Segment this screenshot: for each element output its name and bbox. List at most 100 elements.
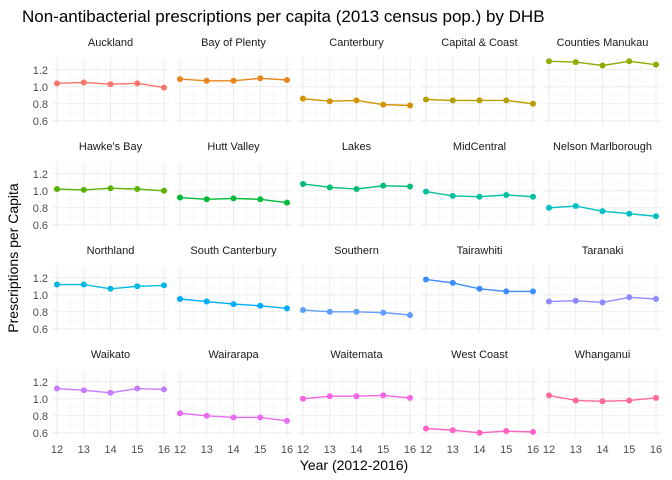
x-tick-label: 13 bbox=[570, 444, 582, 456]
y-tick-label: 0.8 bbox=[33, 411, 48, 423]
panel-hutt-valley: Hutt Valley bbox=[175, 141, 292, 229]
strip-label: Northland bbox=[87, 245, 135, 257]
data-point bbox=[353, 186, 360, 193]
data-point bbox=[230, 77, 237, 84]
panel-tairawhiti: Tairawhiti bbox=[421, 245, 538, 333]
panel-waikato: Waikato 0.6 0.8 1.0 1.2 12 13 14 15 16 bbox=[33, 349, 170, 456]
facet-panels: Auckland 0.6 0.8 1.0 1.2 Bay of Plenty Canterb… bbox=[33, 37, 662, 456]
panel-wairarapa: Wairarapa 12 13 14 15 16 bbox=[174, 349, 293, 456]
x-tick-label: 15 bbox=[254, 444, 266, 456]
panel-lakes: Lakes bbox=[298, 141, 415, 229]
panel-taranaki: Taranaki bbox=[544, 245, 661, 333]
y-axis-title: Prescriptions per Capita bbox=[5, 183, 21, 333]
y-tick-label: 1.0 bbox=[33, 394, 48, 406]
data-point bbox=[599, 62, 606, 69]
panel-capital-coast: Capital & Coast bbox=[421, 37, 538, 125]
strip-label: Bay of Plenty bbox=[201, 37, 266, 49]
x-tick-label: 12 bbox=[543, 444, 555, 456]
data-point bbox=[626, 397, 633, 404]
data-point bbox=[449, 279, 456, 286]
x-tick-label: 16 bbox=[404, 444, 416, 456]
data-point bbox=[530, 100, 536, 107]
strip-label: Nelson Marlborough bbox=[553, 141, 652, 153]
data-point bbox=[300, 395, 306, 402]
data-point bbox=[626, 58, 633, 65]
data-point bbox=[177, 410, 183, 417]
data-point bbox=[300, 307, 306, 314]
data-point bbox=[107, 185, 114, 192]
data-point bbox=[107, 81, 114, 88]
data-point bbox=[134, 80, 141, 87]
data-point bbox=[653, 213, 659, 220]
data-point bbox=[326, 98, 333, 105]
data-point bbox=[107, 389, 114, 396]
data-point bbox=[449, 192, 456, 199]
data-point bbox=[203, 77, 210, 84]
strip-label: Taranaki bbox=[582, 245, 624, 257]
y-tick-label: 0.6 bbox=[33, 116, 48, 128]
x-tick-label: 14 bbox=[350, 444, 362, 456]
data-point bbox=[546, 392, 552, 399]
x-tick-label: 14 bbox=[596, 444, 608, 456]
x-tick-label: 12 bbox=[51, 444, 63, 456]
y-tick-label: 0.6 bbox=[33, 428, 48, 440]
panel-midcentral: MidCentral bbox=[421, 141, 538, 229]
data-point bbox=[572, 297, 579, 304]
data-point bbox=[300, 95, 306, 102]
data-point bbox=[134, 385, 141, 392]
data-point bbox=[380, 101, 387, 108]
data-point bbox=[476, 193, 483, 200]
x-tick-label: 15 bbox=[377, 444, 389, 456]
panel-south-canterbury: South Canterbury bbox=[175, 245, 292, 333]
y-tick-label: 0.6 bbox=[33, 324, 48, 336]
strip-label: Waikato bbox=[91, 349, 130, 361]
x-tick-label: 13 bbox=[324, 444, 336, 456]
data-point bbox=[353, 393, 360, 400]
strip-label: Wairarapa bbox=[208, 349, 259, 361]
data-point bbox=[353, 97, 360, 104]
data-point bbox=[572, 203, 579, 210]
data-point bbox=[284, 76, 290, 83]
panel-canterbury: Canterbury bbox=[298, 37, 415, 125]
data-point bbox=[230, 301, 237, 308]
strip-label: Hawke's Bay bbox=[79, 141, 143, 153]
data-point bbox=[423, 276, 429, 283]
data-point bbox=[177, 296, 183, 302]
data-point bbox=[599, 299, 606, 306]
strip-label: Capital & Coast bbox=[441, 37, 517, 49]
x-tick-label: 15 bbox=[623, 444, 635, 456]
data-point bbox=[80, 186, 87, 193]
data-point bbox=[530, 193, 536, 200]
data-point bbox=[257, 414, 264, 421]
data-point bbox=[284, 305, 290, 312]
data-point bbox=[503, 192, 510, 198]
panel-bay-of-plenty: Bay of Plenty bbox=[175, 37, 292, 125]
x-tick-label: 16 bbox=[527, 444, 539, 456]
data-point bbox=[546, 204, 552, 211]
data-point bbox=[203, 196, 210, 203]
data-point bbox=[423, 188, 429, 195]
data-point bbox=[161, 84, 167, 91]
panel-auckland: Auckland 0.6 0.8 1.0 1.2 bbox=[33, 37, 169, 128]
data-point bbox=[653, 296, 659, 302]
data-point bbox=[503, 97, 510, 104]
data-point bbox=[546, 58, 552, 65]
data-point bbox=[161, 187, 167, 194]
data-point bbox=[326, 308, 333, 315]
data-point bbox=[284, 417, 290, 424]
data-point bbox=[203, 412, 210, 419]
data-point bbox=[80, 79, 87, 86]
data-point bbox=[161, 282, 167, 289]
x-tick-label: 15 bbox=[500, 444, 512, 456]
y-tick-label: 1.0 bbox=[33, 290, 48, 302]
data-point bbox=[54, 385, 60, 392]
y-tick-label: 1.2 bbox=[33, 377, 48, 389]
x-tick-label: 12 bbox=[420, 444, 432, 456]
panel-northland: Northland 0.6 0.8 1.0 1.2 bbox=[33, 245, 169, 336]
data-point bbox=[134, 186, 141, 193]
strip-label: Canterbury bbox=[329, 37, 384, 49]
strip-label: Hutt Valley bbox=[207, 141, 260, 153]
y-tick-label: 1.2 bbox=[33, 169, 48, 181]
data-point bbox=[423, 425, 429, 432]
data-point bbox=[54, 186, 60, 193]
